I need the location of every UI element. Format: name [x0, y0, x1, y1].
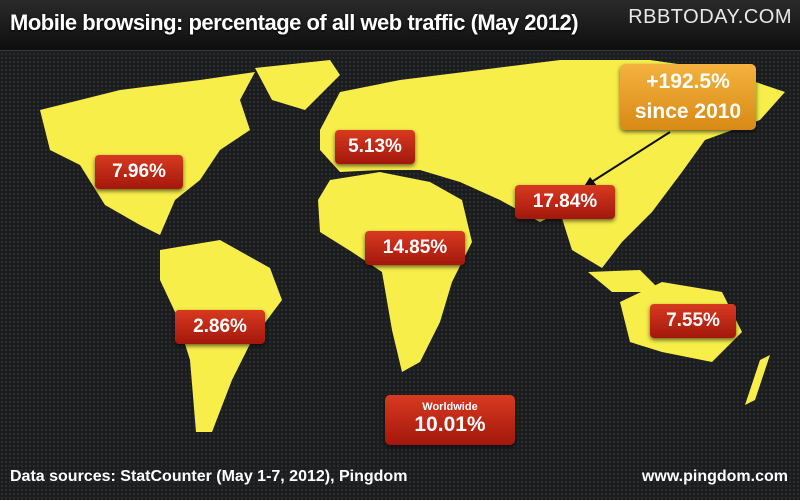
- callout-line2: since 2010: [634, 100, 742, 123]
- title-bar: Mobile browsing: percentage of all web t…: [0, 0, 800, 51]
- worldwide-value: 10.01%: [414, 413, 486, 436]
- callout-line1: +192.5%: [646, 70, 730, 93]
- label-oceania: 7.55%: [650, 304, 736, 338]
- greenland-shape: [255, 60, 340, 110]
- label-north-america: 7.96%: [95, 155, 183, 189]
- label-africa: 14.85%: [365, 231, 465, 265]
- watermark: RBBTODAY.COM: [628, 6, 792, 28]
- data-sources: Data sources: StatCounter (May 1-7, 2012…: [10, 468, 408, 485]
- worldwide-label: Worldwide: [422, 401, 478, 413]
- new-zealand-shape: [745, 355, 770, 405]
- label-south-america: 2.86%: [175, 310, 265, 344]
- source-url: www.pingdom.com: [641, 468, 788, 485]
- label-asia: 17.84%: [515, 185, 615, 219]
- north-america-shape: [40, 72, 255, 235]
- worldwide-badge: Worldwide 10.01%: [385, 395, 515, 445]
- africa-shape: [318, 172, 472, 372]
- callout-arrow: [589, 131, 671, 184]
- label-europe: 5.13%: [335, 130, 415, 164]
- indonesia-shape: [588, 270, 662, 292]
- growth-callout: +192.5% since 2010: [620, 64, 756, 130]
- page-title: Mobile browsing: percentage of all web t…: [10, 10, 579, 35]
